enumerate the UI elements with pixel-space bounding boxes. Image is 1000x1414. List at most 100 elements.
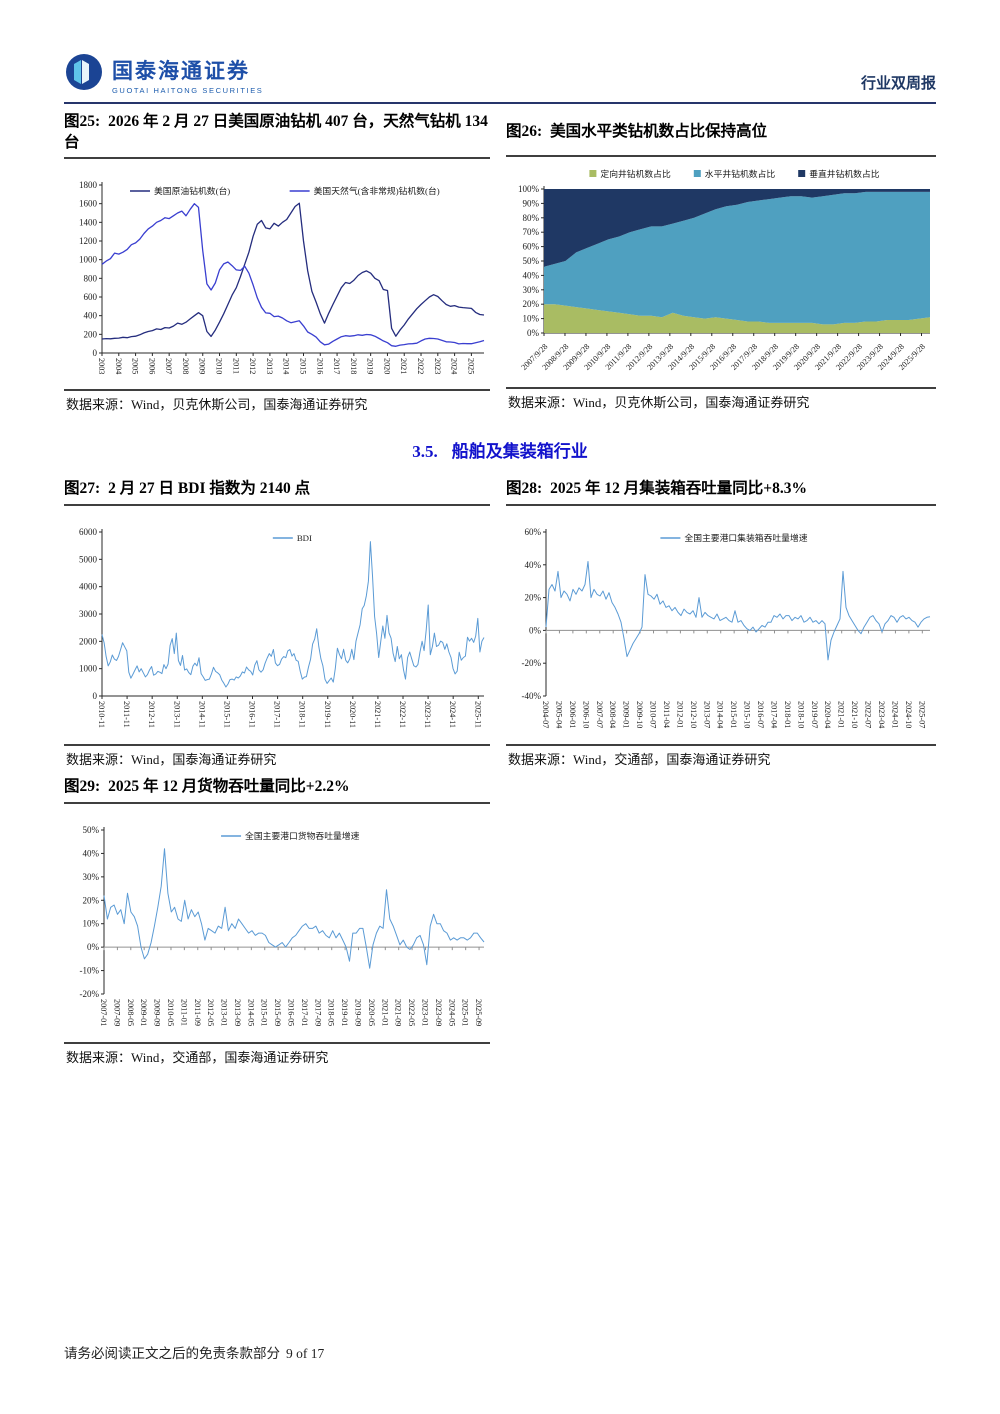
svg-text:3000: 3000 — [79, 609, 98, 619]
rig-count-line-chart: 0 200 400 600 800 1000 1200 1400 1600 1800 2003 200… — [64, 165, 490, 387]
svg-text:2025-01: 2025-01 — [461, 999, 470, 1026]
svg-text:2025-07: 2025-07 — [917, 701, 926, 728]
svg-text:2019-11: 2019-11 — [323, 701, 332, 728]
figure-29-source: 数据来源：Wind，交通部，国泰海通证券研究 — [64, 1041, 490, 1066]
svg-text:2024-05: 2024-05 — [447, 999, 456, 1026]
page-header: 国泰海通证券 GUOTAI HAITONG SECURITIES 行业双周报 — [64, 52, 936, 104]
svg-text:2023-01: 2023-01 — [420, 999, 429, 1026]
svg-text:40%: 40% — [83, 848, 100, 858]
svg-text:-20%: -20% — [80, 989, 100, 999]
svg-text:2019-09: 2019-09 — [354, 999, 363, 1026]
svg-text:2014-04: 2014-04 — [716, 701, 725, 728]
svg-text:2020-11: 2020-11 — [348, 701, 357, 728]
svg-text:2016-07: 2016-07 — [756, 701, 765, 728]
svg-text:2012-01: 2012-01 — [675, 701, 684, 728]
svg-text:10%: 10% — [523, 314, 540, 324]
svg-text:2014: 2014 — [282, 358, 291, 374]
svg-text:2019: 2019 — [366, 358, 375, 374]
figure-29-title: 图29: 2025 年 12 月货物吞吐量同比+2.2% — [64, 774, 490, 804]
svg-text:2022-05: 2022-05 — [407, 999, 416, 1026]
svg-text:40%: 40% — [525, 560, 542, 570]
svg-text:2007-01: 2007-01 — [99, 999, 108, 1026]
svg-text:2019-07: 2019-07 — [810, 701, 819, 728]
svg-text:100%: 100% — [518, 184, 540, 194]
svg-text:2021-10: 2021-10 — [850, 701, 859, 728]
rig-type-share-stacked-area-chart: 0% 10% 20% 30% 40% 50% 60% 70% 80% 90% 100% 2007/9/… — [506, 163, 936, 385]
svg-text:2024: 2024 — [450, 358, 459, 374]
svg-text:-20%: -20% — [522, 658, 542, 668]
svg-text:2024-10: 2024-10 — [904, 701, 913, 728]
figure-25-title-text: 2026 年 2 月 27 日美国原油钻机 407 台，天然气钻机 134 台 — [64, 113, 488, 151]
figure-28-title: 图28: 2025 年 12 月集装箱吞吐量同比+8.3% — [506, 476, 936, 506]
svg-text:2009-01: 2009-01 — [139, 999, 148, 1026]
figure-28-title-text: 2025 年 12 月集装箱吞吐量同比+8.3% — [550, 479, 808, 497]
svg-text:2022: 2022 — [416, 358, 425, 374]
figure-26-source: 数据来源：Wind，贝克休斯公司，国泰海通证券研究 — [506, 387, 936, 411]
figure-28-source: 数据来源：Wind，交通部，国泰海通证券研究 — [506, 743, 936, 768]
svg-text:美国原油钻机数(台): 美国原油钻机数(台) — [154, 185, 230, 196]
svg-text:0: 0 — [93, 348, 98, 358]
container-throughput-line-chart: -40% -20% 0% 20% 40% 60% 2004-07 2005-04 2006-01… — [506, 512, 936, 742]
svg-text:2008: 2008 — [181, 358, 190, 374]
svg-text:400: 400 — [84, 311, 98, 321]
svg-text:2006-10: 2006-10 — [581, 701, 590, 728]
figure-29-title-text: 2025 年 12 月货物吞吐量同比+2.2% — [108, 777, 350, 795]
svg-text:定向井钻机数占比: 定向井钻机数占比 — [600, 168, 671, 179]
svg-text:2015-09: 2015-09 — [273, 999, 282, 1026]
svg-text:2018-01: 2018-01 — [783, 701, 792, 728]
svg-text:全国主要港口集装箱吞吐量增速: 全国主要港口集装箱吞吐量增速 — [684, 532, 807, 543]
figure-27-label: 图27: — [64, 479, 101, 497]
svg-text:2015-01: 2015-01 — [729, 701, 738, 728]
figure-25: 图25: 2026 年 2 月 27 日美国原油钻机 407 台，天然气钻机 13… — [64, 110, 490, 413]
section-heading: 3.5. 船舶及集装箱行业 — [64, 437, 936, 462]
svg-text:2010: 2010 — [215, 358, 224, 374]
svg-text:2012: 2012 — [248, 358, 257, 374]
figure-29: 图29: 2025 年 12 月货物吞吐量同比+2.2% -20% -10% 0% 10… — [64, 774, 490, 1066]
svg-text:70%: 70% — [523, 227, 540, 237]
figure-25-label: 图25: — [64, 113, 101, 130]
figure-27-source: 数据来源：Wind，国泰海通证券研究 — [64, 743, 490, 768]
svg-text:1400: 1400 — [79, 217, 98, 227]
svg-text:2022-07: 2022-07 — [864, 701, 873, 728]
svg-text:0%: 0% — [529, 625, 542, 635]
svg-text:30%: 30% — [523, 285, 540, 295]
svg-text:2024-01: 2024-01 — [890, 701, 899, 728]
svg-text:2018-05: 2018-05 — [327, 999, 336, 1026]
svg-text:2014-05: 2014-05 — [246, 999, 255, 1026]
svg-text:2020-04: 2020-04 — [823, 701, 832, 728]
svg-text:2011: 2011 — [231, 358, 240, 374]
svg-text:0: 0 — [93, 691, 98, 701]
svg-text:2013: 2013 — [265, 358, 274, 374]
report-type-label: 行业双周报 — [860, 76, 936, 92]
svg-text:2021-01: 2021-01 — [380, 999, 389, 1026]
figure-28-label: 图28: — [506, 479, 543, 497]
svg-text:1600: 1600 — [79, 199, 98, 209]
svg-text:2013-01: 2013-01 — [220, 999, 229, 1026]
svg-text:80%: 80% — [523, 213, 540, 223]
figure-26-label: 图26: — [506, 122, 543, 140]
svg-text:2023-09: 2023-09 — [434, 999, 443, 1026]
svg-text:800: 800 — [84, 273, 98, 283]
svg-text:2009-09: 2009-09 — [153, 999, 162, 1026]
svg-text:-40%: -40% — [522, 691, 542, 701]
svg-text:2017-11: 2017-11 — [273, 701, 282, 728]
bdi-line-chart: 0 1000 2000 3000 4000 5000 6000 2010-11 2011-11 2… — [64, 512, 490, 742]
svg-text:2012-11: 2012-11 — [147, 701, 156, 728]
svg-text:2011-01: 2011-01 — [179, 999, 188, 1026]
svg-text:60%: 60% — [525, 527, 542, 537]
figure-25-title: 图25: 2026 年 2 月 27 日美国原油钻机 407 台，天然气钻机 13… — [64, 110, 490, 159]
figure-26-title-text: 美国水平类钻机数占比保持高位 — [550, 122, 768, 140]
svg-text:2021-01: 2021-01 — [837, 701, 846, 728]
svg-text:2017: 2017 — [332, 358, 341, 374]
svg-text:2016-05: 2016-05 — [287, 999, 296, 1026]
svg-text:2007: 2007 — [164, 358, 173, 374]
brand-text: 国泰海通证券 GUOTAI HAITONG SECURITIES — [112, 55, 263, 95]
svg-text:2018-10: 2018-10 — [796, 701, 805, 728]
svg-text:2025-11: 2025-11 — [473, 701, 482, 728]
svg-text:全国主要港口货物吞吐量增速: 全国主要港口货物吞吐量增速 — [245, 830, 360, 841]
svg-text:2000: 2000 — [79, 636, 98, 646]
svg-text:0%: 0% — [87, 942, 100, 952]
svg-text:2004-07: 2004-07 — [541, 701, 550, 728]
svg-text:2019-01: 2019-01 — [340, 999, 349, 1026]
figure-row-1: 图25: 2026 年 2 月 27 日美国原油钻机 407 台，天然气钻机 13… — [64, 110, 936, 413]
